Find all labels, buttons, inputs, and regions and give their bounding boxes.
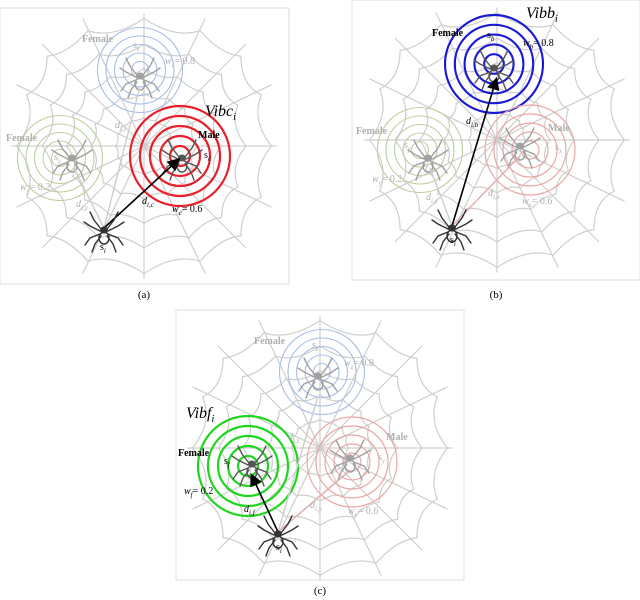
male-label: Male bbox=[548, 123, 570, 134]
distance-label: di,c bbox=[142, 196, 155, 209]
male-node: sx bbox=[555, 142, 563, 155]
panel-c: Female sz wz= 0.8 Vibfi Female sf wf= 0.… bbox=[175, 309, 465, 597]
male-weight: wc= 0.6 bbox=[172, 204, 202, 217]
female-left-label: Female bbox=[6, 133, 38, 144]
distance-label: di,f bbox=[244, 504, 256, 517]
male-node: sy bbox=[378, 452, 386, 465]
distance-label: di,y bbox=[76, 199, 89, 212]
male-node: sc bbox=[204, 150, 212, 163]
female-top-node: sz bbox=[312, 340, 319, 353]
male-weight: wy= 0.6 bbox=[348, 506, 378, 519]
self-node: si bbox=[276, 542, 282, 555]
caption: (b) bbox=[490, 289, 503, 301]
male-label: Male bbox=[386, 432, 408, 443]
female-left-label: Female bbox=[356, 126, 388, 137]
female-top-label: Female bbox=[254, 336, 286, 347]
female-left-node: sf bbox=[224, 456, 231, 469]
vibration-label: Vibbi bbox=[526, 5, 558, 25]
female-top-label: Female bbox=[82, 34, 114, 45]
female-left-node: sy bbox=[54, 152, 62, 165]
panel-b: Vibbi Female sb wb= 0.8 Female sy wy= 0.… bbox=[351, 0, 640, 301]
female-top-node: sb bbox=[487, 30, 495, 43]
female-top-weight: wz= 0.8 bbox=[344, 358, 374, 371]
female-top-label: Female bbox=[432, 28, 464, 39]
vibration-label: Vibfi bbox=[186, 405, 214, 425]
caption: (a) bbox=[138, 289, 151, 301]
female-left-node: sy bbox=[404, 140, 412, 153]
female-top-weight: wb= 0.8 bbox=[523, 38, 554, 51]
distance-label: di,y bbox=[426, 192, 439, 205]
male-weight: wx= 0.6 bbox=[522, 196, 552, 209]
female-top-weight: wz= 0.8 bbox=[165, 56, 195, 69]
self-node: si bbox=[100, 242, 106, 255]
female-top-node: sz bbox=[133, 40, 140, 53]
distance-label: di,z bbox=[115, 120, 127, 133]
female-left-weight: wy= 0.2 bbox=[20, 182, 50, 195]
vibration-label: Vibci bbox=[205, 103, 236, 123]
self-node: si bbox=[450, 235, 456, 248]
distance-label: di,y bbox=[310, 500, 323, 513]
distance-label: di,z bbox=[288, 432, 300, 445]
female-left-weight: wy= 0.2 bbox=[372, 174, 402, 187]
panel-a: Female sz wz= 0.8 Female sy wy= 0.2 Vibc… bbox=[0, 7, 290, 301]
female-left-label: Female bbox=[178, 448, 210, 459]
male-label: Male bbox=[198, 130, 220, 141]
distance-label: di,x bbox=[488, 188, 501, 201]
female-left-weight: wf= 0.2 bbox=[184, 486, 213, 499]
caption: (c) bbox=[314, 585, 327, 597]
distance-label: di,b bbox=[466, 116, 479, 129]
